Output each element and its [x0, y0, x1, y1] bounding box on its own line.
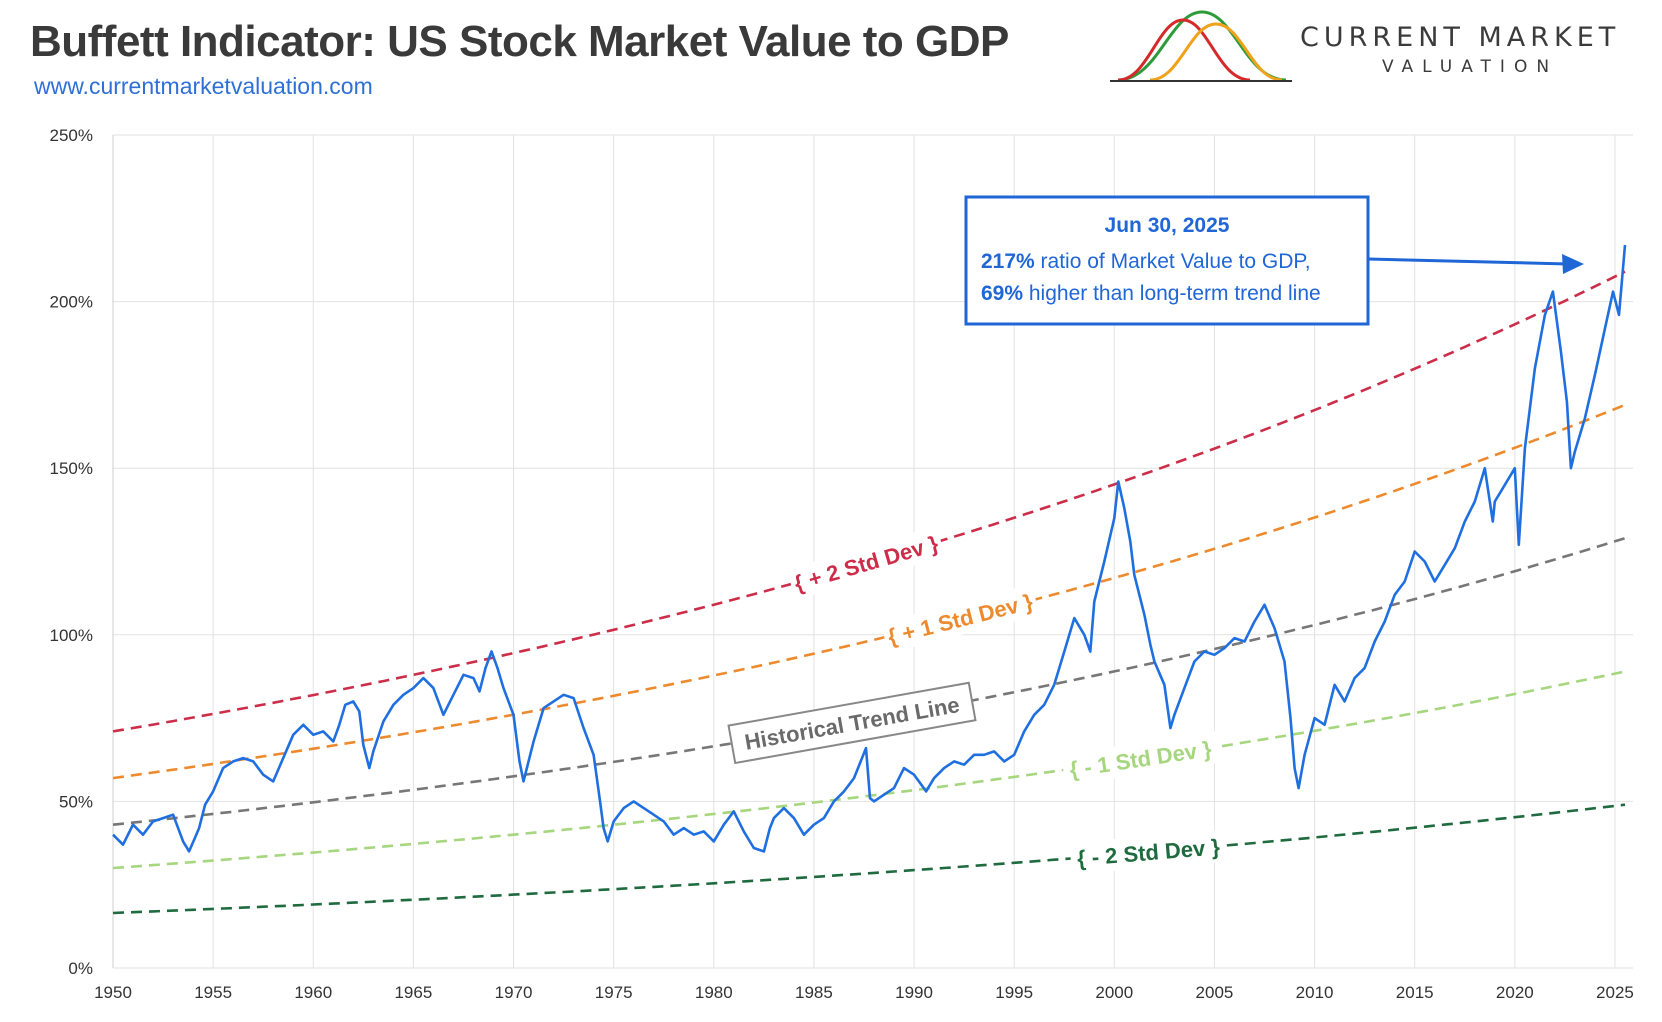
- band-label-plus-1-std-dev: { + 1 Std Dev }: [880, 584, 1040, 654]
- x-tick-label: 2020: [1496, 983, 1534, 1002]
- plot-area: 0%50%100%150%200%250% 1950 1955 1960 1965 19…: [50, 126, 1634, 1002]
- y-axis: 0% 50% 100% 150% 200% 250%: [50, 126, 93, 978]
- band-label-plus-2-std-dev: { + 2 Std Dev }: [786, 525, 946, 601]
- y-tick-label: 100%: [50, 626, 93, 645]
- trend-label-box: [727, 681, 977, 765]
- x-tick-label: 1990: [895, 983, 933, 1002]
- bell-curves-icon: [1110, 10, 1292, 82]
- band-plus2-line: [112, 270, 1626, 733]
- brand-logo: CURRENT MARKET VALUATION: [1110, 10, 1620, 82]
- x-tick-label: 1960: [294, 983, 332, 1002]
- page-title: Buffett Indicator: US Stock Market Value…: [30, 17, 1009, 66]
- logo-text-bottom: VALUATION: [1382, 57, 1558, 77]
- y-tick-label: 50%: [59, 792, 93, 811]
- annotation-ratio-text: ratio of Market Value to GDP,: [1035, 250, 1311, 273]
- annotation-line-1: 217% ratio of Market Value to GDP,: [981, 250, 1311, 273]
- band-label-minus-2-std-dev: { - 2 Std Dev }: [1069, 829, 1228, 875]
- band-label-bg: [786, 525, 946, 601]
- y-tick-label: 200%: [50, 293, 93, 312]
- x-tick-label: 1975: [595, 983, 633, 1002]
- annotation-arrow-line: [1367, 257, 1569, 266]
- annotation-box: [964, 195, 1370, 326]
- y-tick-label: 250%: [50, 126, 93, 145]
- annotation-arrow-head: [1562, 254, 1584, 274]
- site-url[interactable]: www.currentmarketvaluation.com: [33, 73, 373, 99]
- y-tick-label: 150%: [50, 459, 93, 478]
- indicator-series-line: [112, 244, 1627, 853]
- band-minus2-line: [112, 803, 1626, 915]
- band-label-bg: [880, 584, 1040, 654]
- band-plus1-line: [112, 403, 1626, 780]
- band-label-minus-1-std-dev: { - 1 Std Dev }: [1060, 731, 1220, 787]
- x-tick-label: 2005: [1196, 983, 1234, 1002]
- gridlines: [112, 134, 1633, 969]
- annotation-trend-value: 69%: [981, 282, 1023, 305]
- band-label-bg: [1069, 829, 1228, 875]
- band-label-bg: [1060, 731, 1220, 787]
- buffett-series: [112, 244, 1627, 853]
- x-tick-label: 1980: [695, 983, 733, 1002]
- annotation-ratio-value: 217%: [981, 250, 1035, 273]
- annotation-date: Jun 30, 2025: [1105, 214, 1230, 237]
- x-tick-label: 1970: [495, 983, 533, 1002]
- x-tick-label: 2010: [1296, 983, 1334, 1002]
- x-axis: 1950 1955 1960 1965 1970 1975 1980 1985 1990 1995…: [94, 983, 1634, 1002]
- logo-text-top: CURRENT MARKET: [1300, 22, 1620, 53]
- x-tick-label: 1950: [94, 983, 132, 1002]
- x-tick-label: 1955: [194, 983, 232, 1002]
- annotation-line-2: 69% higher than long-term trend line: [981, 282, 1321, 305]
- band-label-historical-trend: Historical Trend Line: [727, 681, 977, 765]
- annotation-trend-text: higher than long-term trend line: [1023, 282, 1321, 305]
- x-tick-label: 2000: [1095, 983, 1133, 1002]
- x-tick-label: 1985: [795, 983, 833, 1002]
- x-tick-label: 1965: [394, 983, 432, 1002]
- x-tick-label: 2025: [1596, 983, 1634, 1002]
- annotation-callout: Jun 30, 2025 217% ratio of Market Value …: [964, 195, 1584, 326]
- y-tick-label: 0%: [68, 959, 93, 978]
- x-tick-label: 1995: [995, 983, 1033, 1002]
- x-tick-label: 2015: [1396, 983, 1434, 1002]
